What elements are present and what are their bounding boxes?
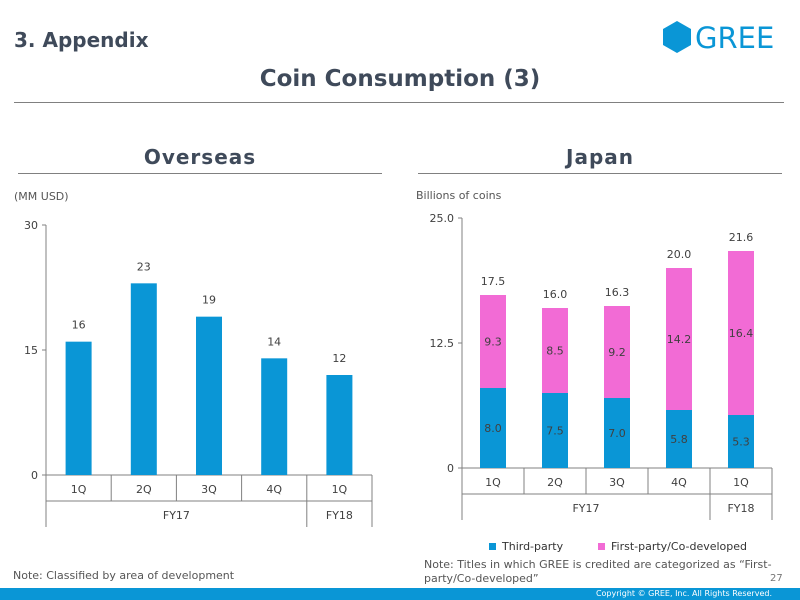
japan-segment-label: 5.3: [732, 436, 750, 449]
footer-bar: Copyright © GREE, Inc. All Rights Reserv…: [0, 588, 800, 600]
japan-bar-third-party: [728, 415, 754, 468]
overseas-x-tick-label: 1Q: [332, 483, 348, 496]
japan-x-tick-label: 3Q: [609, 476, 625, 489]
japan-bar-first-party: [666, 268, 692, 410]
japan-y-tick-label: 0: [447, 462, 454, 475]
japan-total-label: 20.0: [667, 248, 692, 261]
japan-bar-first-party: [480, 295, 506, 388]
overseas-y-tick-label: 30: [24, 219, 38, 232]
japan-stacked-bar-chart: 0 12.5 25.0 1Q 2Q 3Q 4Q 1Q FY17 FY18 8.0 9.3 17.5 7.5…: [430, 212, 773, 520]
japan-segment-label: 8.0: [484, 422, 502, 435]
overseas-value-label: 23: [137, 260, 151, 273]
overseas-y-tick-label: 0: [31, 469, 38, 482]
japan-y-tick-label: 12.5: [430, 337, 455, 350]
gree-logo: GREE: [663, 21, 774, 54]
japan-bar-third-party: [480, 388, 506, 468]
overseas-x-tick-label: 1Q: [71, 483, 87, 496]
japan-x-tick-label: 4Q: [671, 476, 687, 489]
japan-total-label: 17.5: [481, 275, 506, 288]
overseas-x-tick-label: 2Q: [136, 483, 152, 496]
japan-segment-label: 9.3: [484, 336, 502, 349]
japan-x-tick-label: 2Q: [547, 476, 563, 489]
japan-y-tick-label: 25.0: [430, 212, 455, 225]
overseas-value-label: 14: [267, 335, 281, 348]
japan-note: Note: Titles in which GREE is credited a…: [424, 558, 772, 585]
japan-unit-label: Billions of coins: [416, 189, 502, 202]
overseas-bar: [261, 358, 288, 475]
gree-logo-hexagon-icon: [663, 21, 691, 53]
overseas-x-tick-label: 4Q: [266, 483, 282, 496]
overseas-note: Note: Classified by area of development: [13, 569, 235, 582]
japan-total-label: 21.6: [729, 231, 754, 244]
japan-x-tick-label: 1Q: [733, 476, 749, 489]
japan-segment-label: 16.4: [729, 327, 754, 340]
japan-total-label: 16.0: [543, 288, 568, 301]
overseas-y-tick-label: 15: [24, 344, 38, 357]
section-heading: 3. Appendix: [14, 28, 149, 52]
japan-segment-label: 7.0: [608, 427, 626, 440]
overseas-bar: [65, 341, 92, 475]
overseas-divider: [18, 173, 382, 174]
japan-divider: [418, 173, 782, 174]
copyright-text: Copyright © GREE, Inc. All Rights Reserv…: [595, 589, 772, 598]
japan-bar-third-party: [604, 398, 630, 468]
overseas-bar: [196, 316, 222, 475]
overseas-value-label: 16: [72, 319, 86, 332]
japan-segment-label: 5.8: [670, 433, 688, 446]
legend-swatch-first-party: [598, 543, 605, 550]
japan-bar-third-party: [666, 410, 692, 468]
legend-swatch-third-party: [489, 543, 496, 550]
japan-segment-label: 7.5: [546, 425, 564, 438]
overseas-bar: [130, 283, 157, 475]
japan-bar-first-party: [728, 251, 754, 415]
title-divider: [14, 102, 784, 103]
overseas-unit-label: (MM USD): [14, 190, 69, 203]
japan-total-label: 16.3: [605, 286, 630, 299]
japan-bar-first-party: [604, 306, 630, 398]
legend-label-first-party: First-party/Co-developed: [611, 540, 748, 553]
japan-group-label: FY18: [727, 502, 754, 515]
overseas-bar-chart: 0 15 30 1Q 2Q 3Q 4Q 1Q FY17 FY18 16 23 19 14 12: [24, 219, 373, 527]
overseas-bar: [326, 375, 353, 475]
japan-segment-label: 14.2: [667, 333, 692, 346]
japan-title: Japan: [566, 145, 634, 169]
overseas-x-tick-label: 3Q: [201, 483, 217, 496]
japan-bar-third-party: [542, 393, 568, 468]
gree-logo-text: GREE: [695, 21, 774, 54]
legend-label-third-party: Third-party: [502, 540, 564, 553]
japan-segment-label: 9.2: [608, 346, 626, 359]
page-title: Coin Consumption (3): [259, 66, 541, 92]
japan-bar-first-party: [542, 308, 568, 393]
legend-third-party: Third-party: [489, 540, 563, 553]
japan-group-label: FY17: [572, 502, 599, 515]
overseas-value-label: 19: [202, 294, 216, 307]
page-number: 27: [770, 573, 783, 584]
japan-x-tick-label: 1Q: [485, 476, 501, 489]
overseas-group-label: FY17: [163, 509, 190, 522]
overseas-group-label: FY18: [326, 509, 353, 522]
overseas-value-label: 12: [332, 352, 346, 365]
overseas-title: Overseas: [143, 145, 257, 169]
japan-segment-label: 8.5: [546, 345, 564, 358]
legend-first-party: First-party/Co-developed: [598, 540, 747, 553]
